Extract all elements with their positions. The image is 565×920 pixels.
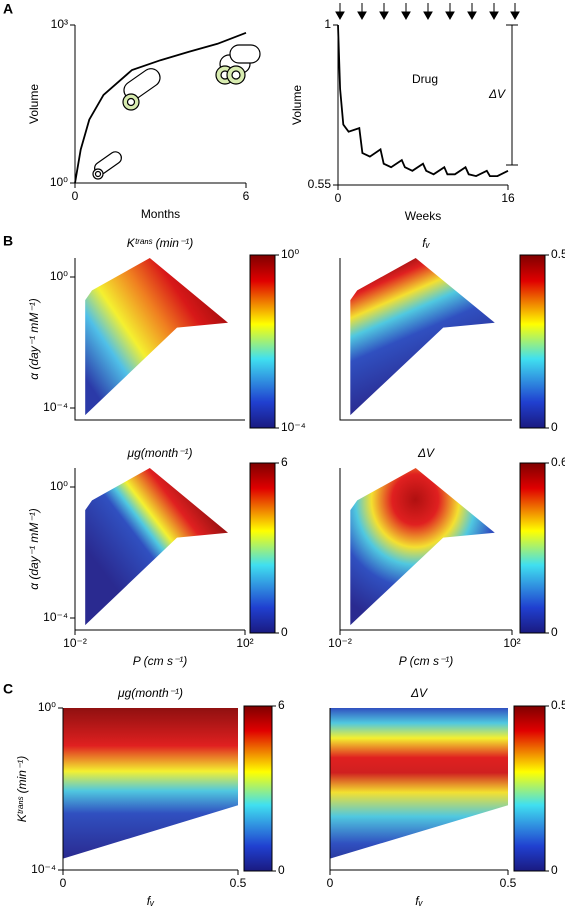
data-line: [74, 31, 247, 184]
panel-title: ΔV: [417, 446, 435, 460]
heatmap-surface: [350, 258, 495, 416]
tumor-icons: [92, 44, 261, 180]
y-axis-label: Volume: [27, 84, 41, 124]
y-tick-label: 10⁰: [38, 700, 56, 714]
colorbar-tick-label: 6: [278, 698, 285, 712]
colorbar-tick-label: 0: [551, 420, 558, 434]
x-tick-label: 16: [501, 191, 515, 205]
panel-label: C: [3, 681, 13, 697]
x-tick-label: 10⁻²: [63, 636, 87, 650]
colorbar-tick-label: 0: [551, 625, 558, 639]
colorbar-tick-label: 0.5: [551, 698, 565, 712]
colorbar-tick-label: 10⁻⁴: [281, 420, 306, 434]
panel-title: μg(month⁻¹): [127, 446, 193, 460]
heatmap-surface: [85, 258, 228, 416]
axis-line: [337, 25, 508, 186]
x-axis-label: fᵥ: [415, 894, 423, 908]
panel-label: B: [3, 233, 13, 249]
x-axis-label: P (cm s⁻¹): [399, 654, 454, 668]
panel-title: μg(month⁻¹): [117, 686, 183, 700]
heatmap-surface: [85, 468, 228, 626]
colorbar-tick-label: 6: [281, 455, 288, 469]
colorbar-tick-label: 0.6: [551, 455, 565, 469]
colorbar-tick-label: 0.5: [551, 247, 565, 261]
x-tick-label: 0: [72, 189, 79, 203]
x-tick-label: 0: [335, 191, 342, 205]
panel-title: fᵥ: [422, 236, 430, 250]
colorbar-tick-label: 10⁰: [281, 247, 299, 261]
colorbar: [249, 254, 276, 429]
y-axis-label: α (day⁻¹ mM⁻¹): [27, 298, 41, 380]
delta-bracket: [506, 24, 518, 166]
axis-line: [74, 258, 245, 421]
x-axis-label: fᵥ: [147, 894, 155, 908]
colorbar-tick-label: 0: [281, 625, 288, 639]
colorbar: [249, 462, 276, 634]
colorbar: [243, 705, 273, 872]
colorbar-tick-label: 0: [278, 863, 285, 877]
dose-arrows: [335, 3, 520, 21]
x-tick-label: 0.5: [230, 876, 247, 890]
annotation: ΔV: [488, 87, 506, 101]
y-tick-label: 10⁻⁴: [31, 862, 56, 876]
panel-label: A: [3, 1, 13, 17]
colorbar: [513, 705, 546, 872]
y-tick-label: 1: [324, 17, 331, 31]
panel-title: ΔV: [410, 686, 428, 700]
y-axis-label: α (day⁻¹ mM⁻¹): [27, 508, 41, 590]
y-tick-label: 10⁻⁴: [43, 400, 68, 414]
axis-line: [339, 258, 512, 421]
colorbar-tick-label: 0: [551, 863, 558, 877]
heatmap-surface: [330, 708, 508, 859]
panel-title: Kᵗʳᵃⁿˢ (min⁻¹): [127, 236, 194, 250]
y-axis-label: Volume: [290, 85, 304, 125]
y-tick-label: 10⁰: [50, 269, 68, 283]
x-axis-label: Weeks: [405, 209, 441, 223]
colorbar: [519, 254, 546, 429]
colorbar: [519, 462, 546, 634]
x-tick-label: 0: [60, 876, 67, 890]
y-tick-label: 10⁰: [50, 175, 68, 189]
x-axis-label: Months: [141, 207, 180, 221]
y-tick-label: 10⁰: [50, 479, 68, 493]
x-tick-label: 0: [327, 876, 334, 890]
x-tick-label: 10²: [503, 636, 520, 650]
y-tick-label: 10⁻⁴: [43, 610, 68, 624]
x-axis-label: P (cm s⁻¹): [133, 654, 188, 668]
y-axis-label: Kᵗʳᵃⁿˢ (min⁻¹): [15, 756, 29, 823]
axis-line: [74, 25, 246, 184]
x-tick-label: 0.5: [500, 876, 517, 890]
annotation: Drug: [412, 72, 438, 86]
y-tick-label: 0.55: [308, 177, 332, 191]
x-tick-label: 10²: [236, 636, 253, 650]
data-line: [337, 24, 509, 178]
heatmap-surface: [63, 708, 238, 859]
heatmap-surface: [350, 468, 495, 626]
x-tick-label: 10⁻²: [328, 636, 352, 650]
y-tick-label: 10³: [51, 17, 68, 31]
x-tick-label: 6: [243, 189, 250, 203]
